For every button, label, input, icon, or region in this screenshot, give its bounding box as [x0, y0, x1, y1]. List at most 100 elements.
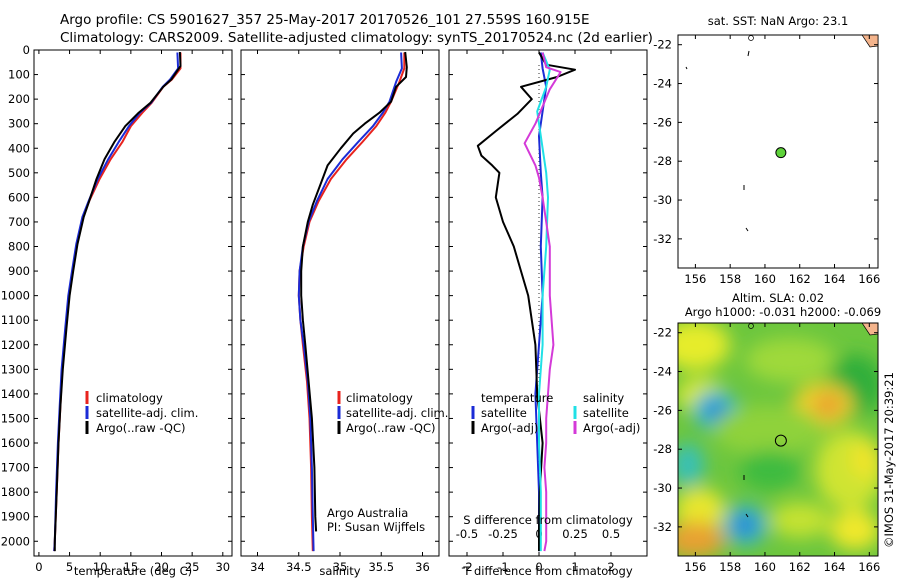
temperature-series-0 [53, 52, 182, 552]
temperature-y-tick-label: 1400 [1, 387, 30, 401]
difference-legend: temperature satellite Argo(-adj) salinit… [471, 391, 640, 435]
temperature-y-tick-label: 100 [8, 68, 30, 82]
sla-island-mark [745, 513, 749, 518]
temperature-legend: climatology satellite-adj. clim. Argo(..… [85, 391, 198, 435]
salinity-x-tick-label: 35.5 [368, 560, 394, 574]
sla-heatmap [677, 322, 879, 557]
difference-x-tick-label: -2 [461, 560, 472, 574]
temperature-x-tick-label: 10 [93, 560, 108, 574]
sla-map-y-tick-label: -22 [653, 326, 672, 340]
sla-map-frame [677, 322, 879, 557]
temperature-x-tick-label: 15 [124, 560, 139, 574]
diff-legend-temp-argo: Argo(-adj) [481, 421, 538, 435]
temperature-y-tick-label: 400 [8, 141, 30, 155]
temp-legend-satellite: satellite-adj. clim. [96, 406, 198, 420]
temperature-y-tick-label: 1500 [1, 411, 30, 425]
sla-map-axes: 156 158 160 162 164 166 -22 -24 -26 -28 -30 -32 [653, 323, 880, 574]
temperature-y-tick-label: 1800 [1, 485, 30, 499]
sst-map-y-tick-label: -26 [653, 115, 672, 129]
figure-title-line2: Climatology: CARS2009. Satellite-adjuste… [60, 30, 653, 46]
sst-map-y-tick-label: -30 [653, 193, 672, 207]
temperature-series-2 [53, 51, 182, 552]
credit-argo-australia: Argo Australia [327, 506, 408, 520]
sst-map-y-tick-label: -24 [653, 77, 672, 91]
temperature-y-tick-label: 1900 [1, 510, 30, 524]
diff-legend-sal-argo: Argo(-adj) [583, 421, 640, 435]
temperature-y-tick-label: 1000 [1, 289, 30, 303]
temperature-y-tick-label: 1200 [1, 338, 30, 352]
difference-x-tick-label: 0 [535, 560, 542, 574]
sst-map-x-tick-label: 158 [719, 272, 741, 286]
temperature-y-tick-label: 700 [8, 215, 30, 229]
sla-map-y-tick-label: -26 [653, 403, 672, 417]
sla-map-title-line2: Argo h1000: -0.031 h2000: -0.069 [685, 305, 881, 319]
temp-legend-climatology: climatology [96, 391, 163, 405]
temperature-y-tick-label: 1600 [1, 436, 30, 450]
temperature-series-1 [53, 52, 180, 552]
diff-legend-temperature-title: temperature [481, 391, 553, 405]
difference-secondary-x-tick-label: 0.5 [602, 527, 620, 541]
sst-map: 156 158 160 162 164 166 -22 -24 -26 -28 -30 -32 [653, 34, 880, 286]
sst-map-y-tick-label: -28 [653, 154, 672, 168]
sst-map-title: sat. SST: NaN Argo: 23.1 [708, 14, 849, 28]
difference-secondary-x-tick-label: 0.25 [562, 527, 588, 541]
salinity-plot: 34 34.5 35 35.5 36 [241, 49, 439, 574]
temperature-plot-frame [33, 49, 233, 557]
diff-legend-sal-satellite: satellite [583, 406, 629, 420]
sla-map-x-tick-label: 158 [719, 560, 741, 574]
temperature-y-tick-label: 500 [8, 166, 30, 180]
salinity-legend: climatology satellite-adj. clim. Argo(..… [337, 391, 448, 435]
sal-legend-argo: Argo(..raw -QC) [346, 421, 436, 435]
salinity-x-tick-label: 34.5 [286, 560, 312, 574]
sla-map-x-tick-label: 162 [789, 560, 811, 574]
temperature-x-tick-label: 20 [154, 560, 169, 574]
s-difference-axis-label: S difference from climatology [463, 513, 633, 527]
sst-island-outline [748, 35, 754, 41]
sla-map-y-tick-label: -28 [653, 442, 672, 456]
temperature-y-tick-label: 200 [8, 92, 30, 106]
difference-series-3 [523, 52, 562, 552]
difference-plot-frame [448, 49, 648, 557]
sst-map-y-tick-label: -32 [653, 232, 672, 246]
difference-x-tick-label: -1 [497, 560, 508, 574]
temperature-y-tick-label: 300 [8, 117, 30, 131]
difference-plot: -2 -1 0 1 2-0.5 -0.25 0 0.25 0.5 [449, 49, 647, 574]
temperature-y-tick-label: 1100 [1, 313, 30, 327]
sst-island-mark [745, 227, 749, 232]
difference-x-tick-label: 2 [607, 560, 614, 574]
sla-map-x-tick-label: 166 [858, 560, 880, 574]
temperature-y-tick-label: 0 [23, 43, 30, 57]
sla-map-x-tick-label: 164 [824, 560, 846, 574]
temperature-x-tick-label: 25 [185, 560, 200, 574]
difference-secondary-x-tick-label: -0.5 [456, 527, 478, 541]
sst-map-x-tick-label: 166 [858, 272, 880, 286]
sla-map-x-tick-label: 156 [684, 560, 706, 574]
sst-map-x-tick-label: 160 [754, 272, 776, 286]
salinity-axis-label: salinity [319, 564, 360, 578]
sst-island-mark [685, 66, 688, 70]
difference-x-tick-label: 1 [571, 560, 578, 574]
sst-map-x-tick-label: 156 [684, 272, 706, 286]
temperature-axis-label: temperature (deg C) [74, 564, 192, 578]
temperature-y-tick-label: 900 [8, 264, 30, 278]
sst-island-mark [747, 50, 750, 57]
salinity-plot-frame [240, 49, 440, 557]
sla-heatmap-field [678, 323, 878, 556]
sal-legend-satellite: satellite-adj. clim. [346, 406, 448, 420]
sla-map-y-tick-label: -24 [653, 365, 672, 379]
salinity-x-tick-label: 35 [333, 560, 348, 574]
sst-land-patch [861, 34, 879, 48]
sst-map-argo-position-marker [775, 147, 787, 159]
salinity-series-2 [300, 51, 408, 532]
temperature-y-tick-label: 600 [8, 190, 30, 204]
sal-legend-climatology: climatology [346, 391, 413, 405]
sla-map-y-tick-label: -32 [653, 520, 672, 534]
credit-pi: PI: Susan Wijffels [327, 520, 425, 534]
temperature-y-tick-label: 800 [8, 240, 30, 254]
salinity-x-tick-label: 36 [415, 560, 430, 574]
difference-series-1 [476, 51, 576, 552]
temperature-x-tick-label: 5 [66, 560, 73, 574]
sst-map-x-tick-label: 164 [824, 272, 846, 286]
temperature-y-tick-label: 1300 [1, 362, 30, 376]
